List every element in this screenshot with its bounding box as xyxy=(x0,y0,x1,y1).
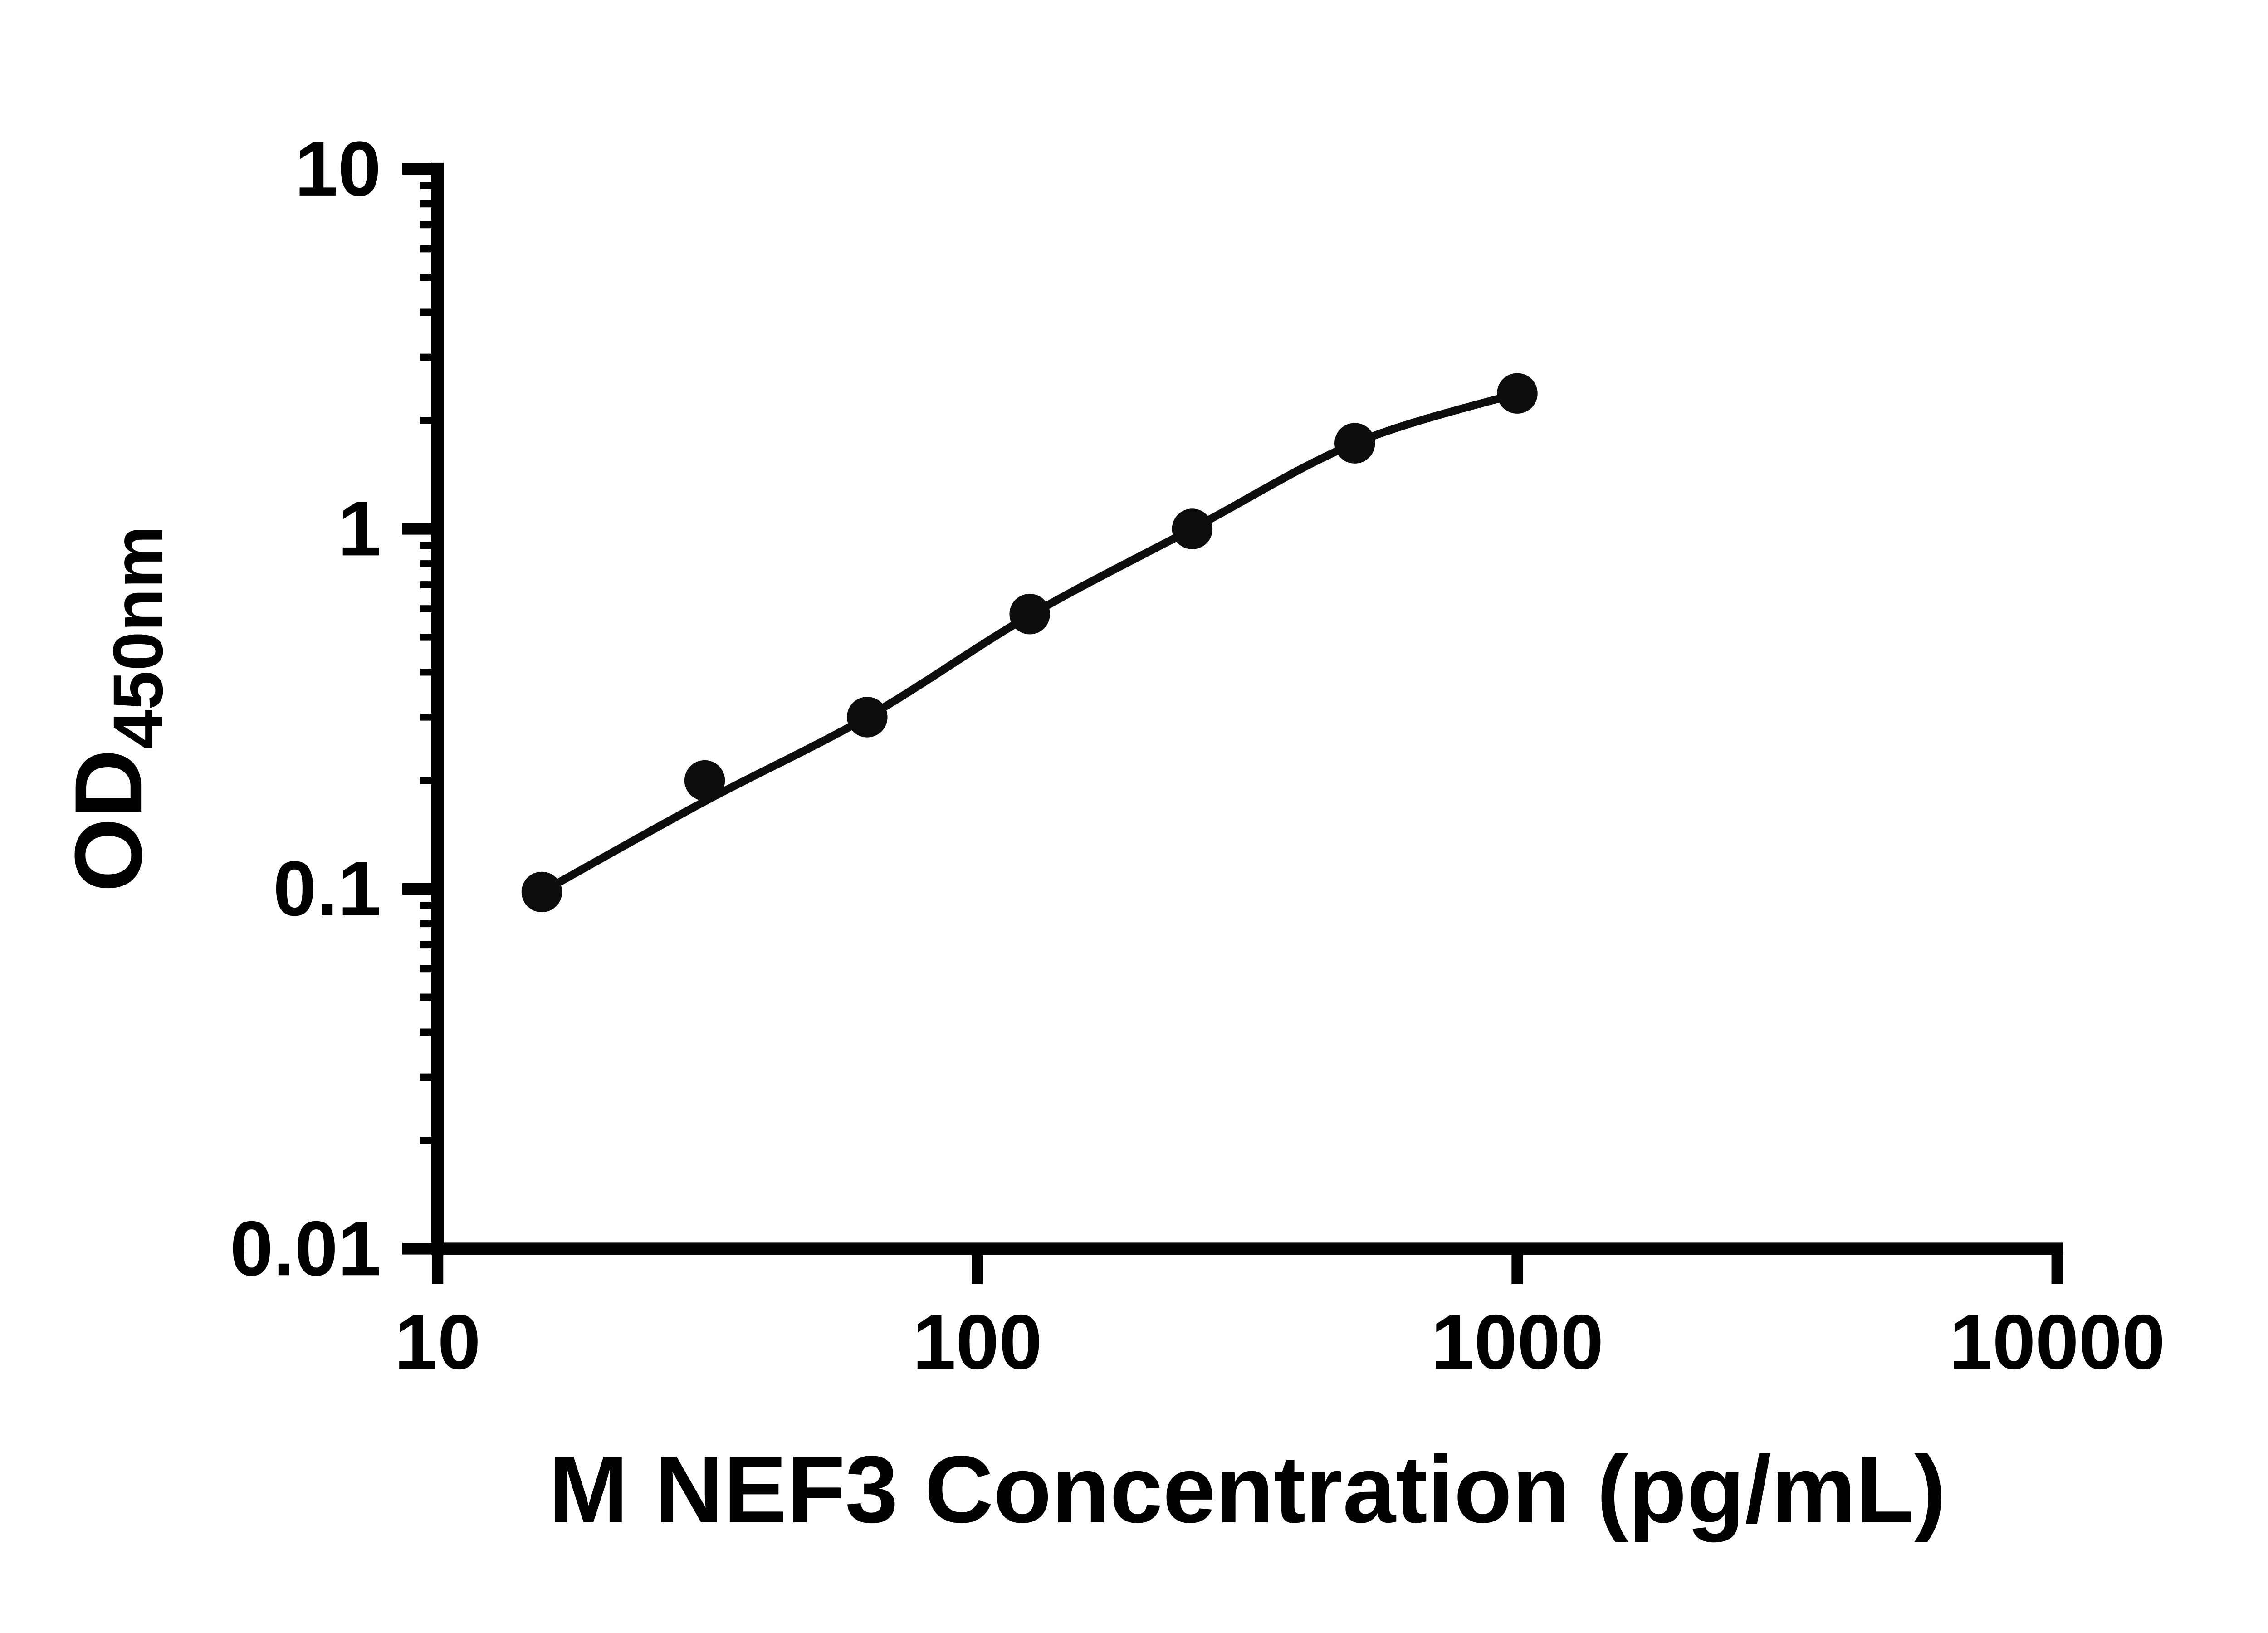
plot-area: 0.01 0.1 1 10 10 100 1000 10000 xyxy=(230,126,2165,1386)
y-tick-label: 0.01 xyxy=(230,1205,381,1292)
x-tick-label: 100 xyxy=(913,1299,1042,1385)
y-tick-label: 0.1 xyxy=(273,846,381,932)
x-tick-label: 10000 xyxy=(1949,1299,2165,1385)
y-axis-title-main: OD xyxy=(55,749,161,892)
y-tick-label: 10 xyxy=(295,126,381,212)
x-tick-label: 1000 xyxy=(1431,1299,1604,1385)
y-tick-label: 1 xyxy=(338,485,381,572)
data-point xyxy=(847,697,888,738)
data-point xyxy=(1172,508,1213,549)
y-axis-title-subscript: 450nm xyxy=(98,526,177,749)
axis-spine xyxy=(431,162,2063,1255)
x-axis-title: M NEF3 Concentration (pg/mL) xyxy=(549,1436,1946,1543)
data-point xyxy=(1497,373,1538,414)
data-point xyxy=(684,760,725,801)
data-point xyxy=(521,871,562,913)
fit-curve-line xyxy=(538,389,1521,896)
y-axis-title: OD450nm xyxy=(55,526,177,892)
data-point xyxy=(1334,423,1375,464)
data-point xyxy=(1009,593,1050,635)
x-tick-label: 10 xyxy=(394,1299,480,1385)
